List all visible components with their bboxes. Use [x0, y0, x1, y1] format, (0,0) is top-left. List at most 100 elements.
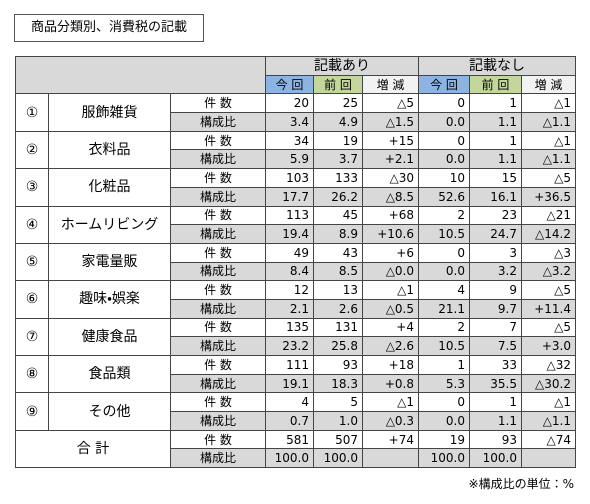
table-row: 構成比 100.0 100.0 100.0 100.0	[16, 448, 576, 469]
row-label: 件 数	[170, 168, 266, 188]
data-cell: 5.9	[265, 149, 314, 170]
data-cell: △5	[521, 168, 576, 188]
table-row: ⑧ 食品類件 数 111 93 +18 1 33 △32	[15, 354, 576, 394]
sub-header: 増 減	[521, 74, 576, 95]
data-cell: 100.0	[313, 448, 363, 469]
data-cell: 25	[313, 93, 363, 114]
table-row: ⑨ その他件 数 4 5 △1 0 1 △1	[15, 392, 576, 431]
data-cell: 19	[418, 429, 470, 450]
table-row: 構成比 19.1 18.3 +0.8 5.3 35.5 △30.2	[16, 373, 576, 394]
data-cell: 10.5	[418, 336, 470, 356]
data-cell: △0.5	[362, 298, 419, 319]
data-cell: 21.1	[418, 298, 470, 319]
data-cell: 0.7	[265, 411, 314, 431]
data-cell: 4	[265, 392, 314, 413]
row-label: 構成比	[170, 411, 266, 431]
data-cell: 100.0	[469, 448, 522, 469]
data-cell: 5.3	[418, 373, 470, 394]
group-header: 記載なし	[418, 56, 576, 76]
data-cell: 8.4	[265, 261, 314, 282]
data-cell: 5	[313, 392, 363, 413]
data-cell: 0	[418, 242, 470, 263]
table-row: 記載あり 記載なし	[15, 55, 576, 95]
data-cell: 8.5	[313, 261, 363, 282]
data-cell: 17.7	[265, 186, 314, 207]
table-row: ⑤ 家電量販件 数 49 43 +6 0 3 △3	[15, 242, 576, 282]
data-cell: 1	[469, 93, 522, 114]
row-label: 件 数	[170, 392, 266, 413]
data-cell: 131	[313, 317, 363, 338]
category-name: ホームリビング	[48, 205, 171, 244]
row-label: 件 数	[170, 355, 266, 375]
data-cell: △3	[521, 242, 576, 263]
data-cell: +68	[362, 205, 419, 226]
data-cell: +18	[362, 355, 419, 375]
data-cell: 24.7	[469, 224, 522, 244]
category-number: ⑥	[15, 280, 49, 319]
data-cell: +4	[362, 317, 419, 338]
data-cell: 16.1	[469, 186, 522, 207]
category-number: ⑤	[15, 242, 49, 282]
row-label: 構成比	[170, 448, 266, 469]
data-cell: 3.4	[265, 112, 314, 132]
data-cell: △1	[362, 392, 419, 413]
data-cell: 1	[469, 130, 522, 151]
row-label: 構成比	[170, 298, 266, 319]
data-cell: +10.6	[362, 224, 419, 244]
category-name: 家電量販	[48, 242, 171, 282]
data-cell: 1	[469, 392, 522, 413]
data-cell: △0.0	[362, 261, 419, 282]
data-cell: △3.2	[521, 261, 576, 282]
data-cell: △74	[521, 429, 576, 450]
data-cell: 49	[265, 242, 314, 263]
data-cell: 45	[313, 205, 363, 226]
data-cell: 15	[469, 168, 522, 188]
data-cell: △2.6	[362, 336, 419, 356]
data-cell: △1.5	[362, 112, 419, 132]
data-cell: 7.5	[469, 336, 522, 356]
data-cell: 19	[313, 130, 363, 151]
data-cell: 26.2	[313, 186, 363, 207]
data-cell: 10	[418, 168, 470, 188]
data-cell: 9	[469, 280, 522, 300]
table-row: 構成比 5.9 3.7 +2.1 0.0 1.1 △1.1	[16, 149, 576, 170]
data-cell: 0	[418, 130, 470, 151]
data-cell: 2.1	[265, 298, 314, 319]
data-cell: 20	[265, 93, 314, 114]
data-cell: +3.0	[521, 336, 576, 356]
data-cell: 33	[469, 355, 522, 375]
data-cell: 111	[265, 355, 314, 375]
data-cell: 35.5	[469, 373, 522, 394]
data-cell: 10.5	[418, 224, 470, 244]
data-cell: 1.0	[313, 411, 363, 431]
category-name: 衣料品	[48, 130, 171, 170]
data-cell: 34	[265, 130, 314, 151]
table-row: 構成比 17.7 26.2 △8.5 52.6 16.1 +36.5	[16, 186, 576, 207]
row-label: 構成比	[170, 224, 266, 244]
row-label: 件 数	[170, 242, 266, 263]
data-cell: 113	[265, 205, 314, 226]
data-cell: 2	[418, 317, 470, 338]
data-cell: △0.3	[362, 411, 419, 431]
table-row: 構成比 23.2 25.8 △2.6 10.5 7.5 +3.0	[16, 336, 576, 356]
data-cell: △30.2	[521, 373, 576, 394]
data-cell: 23	[469, 205, 522, 226]
data-cell: △32	[521, 355, 576, 375]
table-row: 構成比 19.4 8.9 +10.6 10.5 24.7 △14.2	[16, 224, 576, 244]
data-cell: 93	[313, 355, 363, 375]
category-name: 食品類	[48, 354, 171, 394]
data-cell: △1.1	[521, 112, 576, 132]
data-cell: △1	[362, 280, 419, 300]
data-cell: 100.0	[418, 448, 470, 469]
data-cell: 13	[313, 280, 363, 300]
row-label: 構成比	[170, 373, 266, 394]
data-cell: +15	[362, 130, 419, 151]
row-label: 件 数	[170, 93, 266, 114]
row-label: 構成比	[170, 261, 266, 282]
data-cell: 100.0	[265, 448, 314, 469]
header-blank	[15, 55, 266, 95]
data-cell: +0.8	[362, 373, 419, 394]
category-number: ④	[15, 205, 49, 244]
data-cell: 133	[313, 168, 363, 188]
data-cell: 0	[418, 93, 470, 114]
